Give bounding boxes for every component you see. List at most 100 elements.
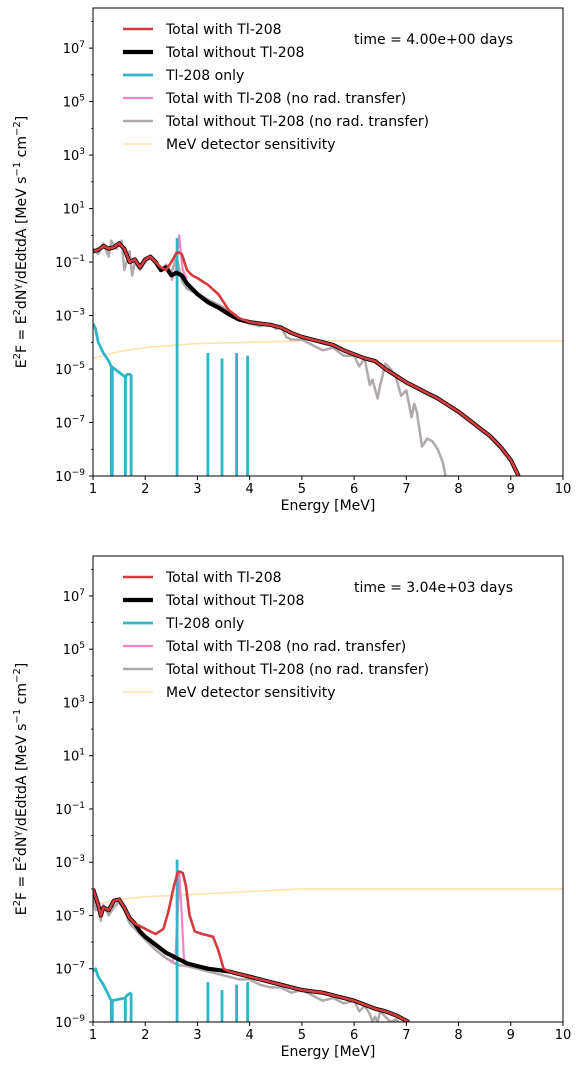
y-tick-label: 10−3: [55, 308, 85, 325]
plot-area: [93, 859, 563, 1022]
legend: Total with Tl-208 Total without Tl-208 Tl-…: [123, 22, 429, 153]
label-part: 10: [55, 310, 72, 325]
y-tick-label: 10−5: [55, 361, 85, 378]
x-tick-label: 8: [454, 1028, 462, 1043]
x-tick-label: 4: [246, 1028, 254, 1043]
y-tick-label: 105: [63, 94, 85, 111]
x-tick-label: 2: [141, 482, 149, 497]
label-part: 10: [63, 643, 80, 658]
legend-label-mev-detector-sensitivity: MeV detector sensitivity: [166, 685, 336, 701]
superscript: 2: [12, 856, 23, 862]
label-part: 10: [55, 856, 72, 871]
label-part: 10: [63, 696, 80, 711]
superscript: −9: [72, 1014, 86, 1024]
series-line-mev-detector-sensitivity: [93, 888, 563, 906]
superscript: −1: [72, 254, 85, 264]
plot-area: [93, 234, 563, 476]
superscript: −1: [12, 162, 23, 177]
x-tick-label: 2: [141, 1028, 149, 1043]
x-tick-label: 9: [507, 1028, 515, 1043]
x-tick-label: 4: [246, 482, 254, 497]
superscript: 3: [79, 694, 85, 704]
y-axis-label-group: E2F = E2dNγ/dEdtdA [MeV s−1 cm−2]: [12, 663, 30, 915]
label-part: dN: [14, 837, 30, 856]
x-tick-label: 6: [350, 1028, 358, 1043]
legend-label-total-without-tl-208-no-rad-transfer: Total without Tl-208 (no rad. transfer): [165, 662, 429, 678]
label-part: cm: [14, 136, 30, 162]
x-axis-label: Energy [MeV]: [281, 1044, 376, 1060]
legend-label-total-with-tl-208-no-rad-transfer: Total with Tl-208 (no rad. transfer): [165, 91, 406, 107]
x-tick-label: 7: [402, 1028, 410, 1043]
label-part: ]: [14, 116, 30, 121]
y-tick-label: 101: [63, 748, 85, 765]
y-axis-label: E2F = E2dNγ/dEdtdA [MeV s−1 cm−2]: [12, 116, 30, 368]
legend-label-tl-208-only: Tl-208 only: [165, 68, 244, 84]
y-tick-label: 10−9: [55, 468, 85, 485]
superscript: 2: [12, 309, 23, 315]
series-line-tl-208-only: [93, 967, 132, 1003]
y-tick-label: 10−3: [55, 854, 85, 871]
y-tick-label: 107: [63, 40, 85, 57]
series-line-total-with-tl-208-no-rad-transfer: [170, 234, 188, 282]
label-part: 10: [55, 256, 72, 271]
x-tick-label: 10: [555, 482, 572, 497]
superscript: 2: [12, 353, 23, 359]
x-tick-label: 9: [507, 482, 515, 497]
superscript: 3: [79, 147, 85, 157]
x-tick-label: 5: [298, 1028, 306, 1043]
legend-label-total-without-tl-208-no-rad-transfer: Total without Tl-208 (no rad. transfer): [165, 114, 429, 130]
superscript: −1: [72, 801, 85, 811]
superscript: −1: [12, 709, 23, 724]
y-tick-label: 10−5: [55, 907, 85, 924]
series-group: [93, 234, 563, 476]
x-tick-label: 8: [454, 482, 462, 497]
superscript: γ: [12, 284, 23, 290]
superscript: −3: [72, 308, 85, 318]
superscript: 1: [79, 748, 85, 758]
label-part: 10: [63, 750, 80, 765]
legend: Total with Tl-208 Total without Tl-208 Tl-…: [123, 570, 429, 701]
label-part: 10: [55, 1016, 72, 1031]
label-part: 10: [63, 42, 80, 57]
series-line-total-with-tl-208: [93, 870, 410, 1022]
legend-label-tl-208-only: Tl-208 only: [165, 616, 244, 632]
superscript: −5: [72, 361, 85, 371]
legend-label-total-with-tl-208: Total with Tl-208: [165, 570, 282, 586]
label-part: dN: [14, 290, 30, 309]
label-part: 10: [55, 470, 72, 485]
label-part: 10: [63, 590, 80, 605]
superscript: 1: [79, 201, 85, 211]
legend-label-total-with-tl-208: Total with Tl-208: [165, 22, 282, 38]
label-part: F = E: [14, 315, 30, 353]
y-tick-label: 103: [63, 694, 85, 711]
superscript: 5: [79, 94, 85, 104]
x-tick-label: 6: [350, 482, 358, 497]
y-tick-label: 107: [63, 588, 85, 605]
y-tick-label: 101: [63, 201, 85, 218]
label-part: E: [14, 906, 30, 915]
superscript: γ: [12, 831, 23, 837]
superscript: 7: [79, 40, 85, 50]
label-part: 10: [63, 203, 80, 218]
label-part: ]: [14, 663, 30, 668]
superscript: −2: [12, 121, 23, 136]
y-tick-label: 103: [63, 147, 85, 164]
y-tick-label: 10−7: [55, 415, 85, 432]
legend-label-total-without-tl-208: Total without Tl-208: [165, 45, 304, 61]
time-annotation: time = 3.04e+03 days: [354, 580, 513, 596]
label-part: 10: [55, 963, 72, 978]
y-axis-label: E2F = E2dNγ/dEdtdA [MeV s−1 cm−2]: [12, 663, 30, 915]
x-axis-label: Energy [MeV]: [281, 498, 376, 514]
y-tick-label: 10−9: [55, 1014, 85, 1031]
superscript: −9: [72, 468, 86, 478]
label-part: F = E: [14, 862, 30, 900]
x-tick-label: 1: [89, 482, 97, 497]
superscript: 7: [79, 588, 85, 598]
superscript: 2: [12, 900, 23, 906]
superscript: 5: [79, 641, 85, 651]
